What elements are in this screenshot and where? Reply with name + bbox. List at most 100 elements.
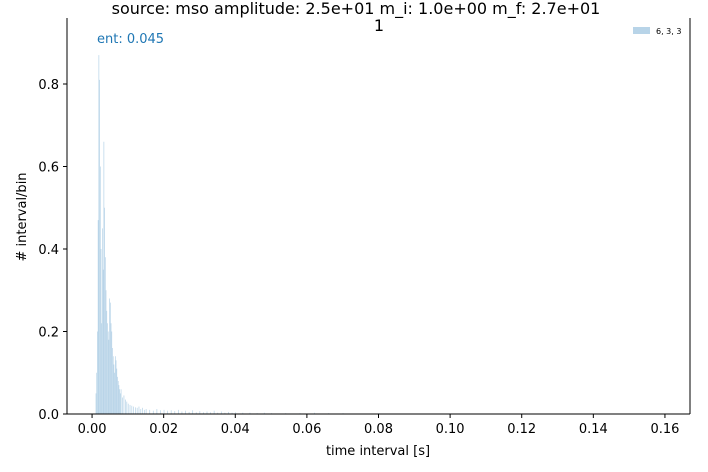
histogram-bar (203, 412, 204, 414)
histogram-bar (174, 411, 176, 414)
histogram-bar (113, 364, 115, 414)
histogram-bar (120, 389, 122, 414)
histogram-bar (123, 395, 125, 414)
x-tick-label: 0.12 (507, 422, 536, 437)
histogram-bar (140, 409, 142, 414)
histogram-bar (235, 412, 236, 414)
histogram-bars (95, 55, 451, 414)
legend-swatch (633, 27, 650, 34)
histogram-bar (192, 410, 194, 414)
x-tick-label: 0.08 (364, 422, 393, 437)
histogram-bar (97, 220, 99, 414)
histogram-bar (110, 323, 112, 414)
histogram-bar (99, 79, 100, 414)
histogram-bar (220, 411, 222, 414)
histogram-bar (104, 207, 105, 414)
histogram-bar (98, 55, 100, 414)
histogram-bar (156, 409, 158, 414)
histogram-bar (224, 412, 226, 414)
histogram-bar (97, 331, 98, 414)
histogram-bar (107, 323, 108, 414)
histogram-bar (114, 356, 116, 414)
histogram-bar (231, 412, 233, 414)
histogram-bar (119, 389, 120, 414)
histogram-bar (143, 409, 145, 414)
histogram-bar (99, 166, 101, 414)
histogram-bar (213, 410, 215, 414)
histogram-bar (106, 310, 108, 414)
histogram-bar (163, 409, 165, 414)
x-tick-label: 0.00 (78, 422, 107, 437)
histogram-bar (263, 412, 265, 414)
histogram-bar (217, 412, 219, 414)
histogram-bar (228, 411, 229, 414)
histogram-bar (116, 368, 118, 414)
histogram-bar (109, 298, 110, 414)
histogram-bar (170, 410, 172, 414)
x-axis-label: time interval [s] (326, 444, 430, 459)
histogram-bar (117, 376, 118, 414)
histogram-bar (167, 410, 168, 414)
histogram-bar (249, 412, 251, 414)
histogram-bar (122, 397, 123, 414)
histogram-bar (210, 412, 211, 414)
y-tick-label: 0.6 (38, 161, 59, 176)
histogram-bar (314, 412, 315, 414)
histogram-bar (103, 141, 105, 414)
y-tick-label: 0.0 (38, 408, 59, 423)
histogram-bar (133, 406, 134, 414)
histogram-bar (102, 269, 104, 414)
histogram-bar (129, 404, 131, 414)
x-tick-label: 0.16 (650, 422, 679, 437)
histogram-bar (136, 407, 138, 414)
x-tick-label: 0.10 (436, 422, 465, 437)
chart-title-line2: 1 (374, 16, 384, 35)
histogram-bar (115, 360, 117, 414)
histogram-bar (242, 412, 244, 414)
histogram-bar (107, 331, 109, 414)
histogram-bar (125, 399, 126, 414)
histogram-bar (138, 406, 140, 414)
histogram-bar (177, 409, 179, 414)
histogram-bar (112, 356, 114, 414)
histogram-bar (160, 410, 161, 414)
y-ticks: 0.0 0.2 0.4 0.6 0.8 (38, 78, 67, 423)
x-ticks: 0.00 0.02 0.04 0.06 0.08 0.10 0.12 0.14 0.16 (78, 414, 679, 437)
chart-title-line1: source: mso amplitude: 2.5e+01 m_i: 1.0e… (112, 0, 601, 19)
histogram-bar (102, 228, 103, 414)
histogram-bar (109, 302, 111, 414)
histogram-bar (95, 393, 97, 414)
histogram-bar (112, 348, 113, 414)
x-tick-label: 0.06 (292, 422, 321, 437)
histogram-bar (188, 411, 190, 414)
histogram-bar (108, 339, 110, 414)
histogram-bar (96, 372, 98, 414)
y-axis-label: # interval/bin (15, 172, 30, 261)
histogram-bar (206, 411, 208, 414)
histogram-bar (105, 290, 107, 414)
x-tick-label: 0.04 (221, 422, 250, 437)
entropy-annotation: ent: 0.045 (97, 32, 164, 47)
histogram-bar (152, 410, 154, 414)
histogram-bar (100, 249, 102, 414)
y-tick-label: 0.2 (38, 326, 59, 341)
histogram-bar (118, 385, 120, 414)
histogram-bar (195, 412, 197, 414)
x-tick-label: 0.14 (579, 422, 608, 437)
histogram-bar (114, 372, 115, 414)
histogram-bar (185, 410, 186, 414)
legend-label: 6, 3, 3 (656, 27, 681, 36)
y-tick-label: 0.8 (38, 78, 59, 93)
histogram-bar (131, 405, 133, 414)
histogram-bar (135, 407, 136, 414)
histogram-bar (119, 393, 121, 414)
histogram-bar (142, 407, 143, 414)
histogram-bar (101, 323, 103, 414)
histogram-bar (104, 257, 106, 414)
histogram-bar (145, 409, 147, 414)
histogram-bar (126, 401, 128, 414)
y-tick-label: 0.4 (38, 243, 59, 258)
histogram-bar (117, 381, 119, 414)
x-tick-label: 0.02 (149, 422, 178, 437)
